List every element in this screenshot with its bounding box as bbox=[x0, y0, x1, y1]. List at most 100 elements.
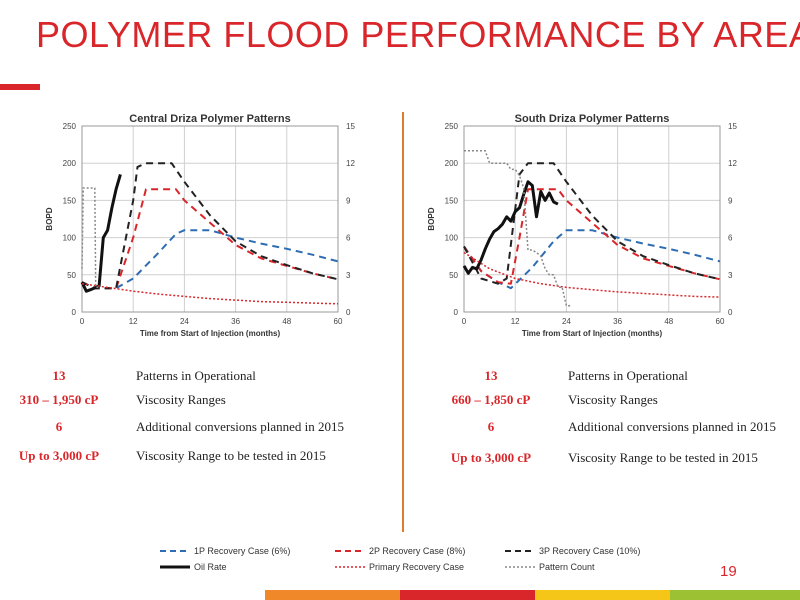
y2-tick-label: 3 bbox=[346, 271, 351, 280]
y-tick-label: 0 bbox=[72, 308, 77, 317]
y2-tick-label: 9 bbox=[346, 196, 351, 205]
y-tick-label: 50 bbox=[449, 271, 458, 280]
legend-swatch-1p bbox=[160, 550, 190, 552]
x-axis-label: Time from Start of Injection (months) bbox=[522, 329, 663, 338]
central-stat-label: Viscosity Range to be tested in 2015 bbox=[136, 448, 326, 463]
legend-label-pattern: Pattern Count bbox=[539, 562, 595, 572]
central-stat-value: 13 bbox=[52, 368, 66, 383]
y-tick-label: 150 bbox=[445, 196, 459, 205]
y2-tick-label: 3 bbox=[728, 271, 733, 280]
section-divider bbox=[402, 112, 404, 532]
x-tick-label: 48 bbox=[664, 317, 673, 326]
legend-label-3p: 3P Recovery Case (10%) bbox=[539, 546, 641, 556]
central-stat-label: Patterns in Operational bbox=[136, 368, 256, 383]
legend-label-1p: 1P Recovery Case (6%) bbox=[194, 546, 291, 556]
chart-title: South Driza Polymer Patterns bbox=[515, 113, 670, 125]
y-tick-label: 0 bbox=[454, 308, 459, 317]
series-line-2p bbox=[463, 188, 721, 285]
legend-swatch-3p bbox=[505, 550, 535, 552]
x-tick-label: 12 bbox=[511, 317, 520, 326]
legend-swatch-primary bbox=[335, 566, 365, 568]
y-tick-label: 150 bbox=[63, 196, 77, 205]
y2-tick-label: 6 bbox=[728, 234, 733, 243]
legend-item-pattern: Pattern Count bbox=[505, 562, 595, 572]
legend-label-oil: Oil Rate bbox=[194, 562, 227, 572]
y-tick-label: 200 bbox=[63, 159, 77, 168]
y-tick-label: 100 bbox=[63, 234, 77, 243]
series-line-2p bbox=[81, 188, 339, 290]
x-tick-label: 24 bbox=[562, 317, 571, 326]
legend-label-primary: Primary Recovery Case bbox=[369, 562, 465, 572]
legend-item-3p: 3P Recovery Case (10%) bbox=[505, 546, 640, 556]
y-tick-label: 100 bbox=[445, 234, 459, 243]
series-line-3p bbox=[81, 162, 339, 290]
central-stat-value: 6 bbox=[55, 419, 63, 434]
legend-swatch-2p bbox=[335, 550, 365, 552]
x-tick-label: 36 bbox=[231, 317, 240, 326]
legend-swatch-pattern bbox=[505, 566, 535, 568]
x-tick-label: 36 bbox=[613, 317, 622, 326]
central-stat-value: 310 – 1,950 cP bbox=[19, 392, 99, 407]
plot-frame bbox=[81, 125, 339, 313]
x-tick-label: 0 bbox=[462, 317, 467, 326]
south-stat-label: Viscosity Ranges bbox=[568, 392, 658, 407]
south-driza-chart: South Driza Polymer Patterns050100150200… bbox=[427, 113, 737, 338]
series-line-1p bbox=[81, 229, 339, 290]
footer-bar-red bbox=[400, 590, 535, 600]
x-tick-label: 0 bbox=[80, 317, 85, 326]
y2-tick-label: 6 bbox=[346, 234, 351, 243]
central-stat-value: Up to 3,000 cP bbox=[18, 448, 100, 463]
series-line-3p bbox=[463, 162, 721, 285]
y-axis-label: BOPD bbox=[427, 207, 436, 230]
central-stat-label: Viscosity Ranges bbox=[136, 392, 226, 407]
series-line-oil bbox=[462, 180, 559, 275]
south-stat-label: Viscosity Range to be tested in 2015 bbox=[568, 450, 758, 465]
south-stat-value: 660 – 1,850 cP bbox=[451, 392, 531, 407]
title-accent-bar bbox=[0, 84, 40, 90]
south-stat-label: Patterns in Operational bbox=[568, 368, 688, 383]
y2-tick-label: 0 bbox=[346, 308, 351, 317]
y2-tick-label: 9 bbox=[728, 196, 733, 205]
chart-title: Central Driza Polymer Patterns bbox=[129, 113, 290, 125]
y2-tick-label: 0 bbox=[728, 308, 733, 317]
legend-label-2p: 2P Recovery Case (8%) bbox=[369, 546, 466, 556]
series-line-primary bbox=[463, 251, 721, 298]
y2-tick-label: 12 bbox=[346, 159, 355, 168]
footer-bar-green bbox=[670, 590, 800, 600]
y-tick-label: 50 bbox=[67, 271, 76, 280]
series-line-oil bbox=[80, 173, 122, 293]
x-tick-label: 60 bbox=[716, 317, 725, 326]
series-line-1p bbox=[463, 229, 721, 290]
central-driza-chart: Central Driza Polymer Patterns0501001502… bbox=[45, 113, 355, 338]
x-axis-label: Time from Start of Injection (months) bbox=[140, 329, 281, 338]
chart-legend: 1P Recovery Case (6%) 2P Recovery Case (… bbox=[160, 546, 700, 580]
plot-frame bbox=[463, 125, 721, 313]
y-tick-label: 250 bbox=[63, 122, 77, 131]
y2-tick-label: 15 bbox=[728, 122, 737, 131]
footer-bar-yellow bbox=[535, 590, 670, 600]
x-tick-label: 24 bbox=[180, 317, 189, 326]
y2-tick-label: 15 bbox=[346, 122, 355, 131]
legend-item-2p: 2P Recovery Case (8%) bbox=[335, 546, 465, 556]
south-stat-value: Up to 3,000 cP bbox=[450, 450, 532, 465]
x-tick-label: 48 bbox=[282, 317, 291, 326]
y-axis-label: BOPD bbox=[45, 207, 54, 230]
x-tick-label: 60 bbox=[334, 317, 343, 326]
y-tick-label: 200 bbox=[445, 159, 459, 168]
series-line-primary bbox=[81, 282, 339, 305]
y2-tick-label: 12 bbox=[728, 159, 737, 168]
legend-item-oil: Oil Rate bbox=[160, 562, 227, 572]
y-tick-label: 250 bbox=[445, 122, 459, 131]
south-stat-value: 6 bbox=[487, 419, 495, 434]
south-stat-value: 13 bbox=[484, 368, 498, 383]
page-title: POLYMER FLOOD PERFORMANCE BY AREA bbox=[36, 14, 800, 55]
legend-item-primary: Primary Recovery Case bbox=[335, 562, 464, 572]
x-tick-label: 12 bbox=[129, 317, 138, 326]
legend-swatch-oil bbox=[160, 565, 190, 569]
legend-item-1p: 1P Recovery Case (6%) bbox=[160, 546, 290, 556]
central-stat-label: Additional conversions planned in 2015 bbox=[136, 419, 344, 434]
footer-bar-orange bbox=[265, 590, 400, 600]
page-number: 19 bbox=[720, 563, 737, 580]
south-stat-label: Additional conversions planned in 2015 bbox=[568, 419, 776, 434]
series-line-pattern bbox=[464, 150, 571, 307]
